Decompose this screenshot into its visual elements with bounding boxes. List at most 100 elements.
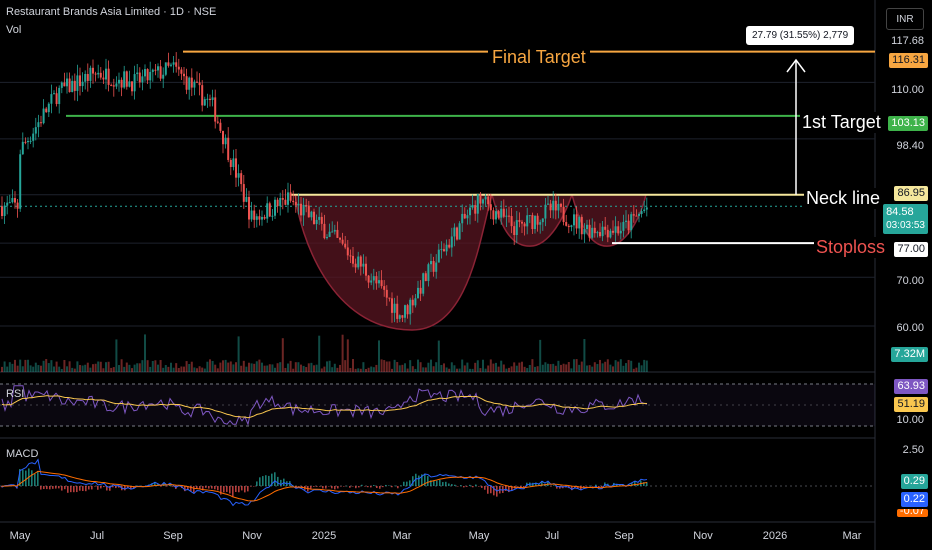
- volume-bar: [237, 336, 240, 372]
- candle-body: [575, 214, 578, 229]
- candle-body: [289, 192, 292, 201]
- volume-bar: [292, 368, 295, 372]
- candle-body: [294, 201, 297, 206]
- volume-bar: [268, 364, 271, 372]
- volume-bar: [614, 360, 617, 372]
- volume-bar: [242, 360, 245, 372]
- macd-histogram-bar: [160, 486, 162, 487]
- candle-body: [583, 229, 586, 235]
- volume-bar: [435, 362, 438, 372]
- macd-histogram-bar: [424, 473, 426, 486]
- volume-bar: [263, 365, 266, 372]
- price-tick: 70.00: [896, 275, 924, 287]
- chart-title: Restaurant Brands Asia Limited · 1D · NS…: [6, 6, 217, 18]
- volume-bar: [115, 339, 118, 372]
- volume-bar: [271, 364, 274, 372]
- macd-histogram-bar: [61, 486, 63, 491]
- volume-bar: [396, 362, 399, 372]
- candle-body: [307, 205, 310, 218]
- x-axis-label: Jul: [89, 530, 105, 542]
- candle-body: [136, 72, 139, 75]
- macd-histogram-bar: [196, 486, 198, 489]
- volume-bar: [3, 361, 6, 372]
- currency-button[interactable]: INR: [886, 8, 924, 30]
- volume-bar: [248, 362, 250, 372]
- volume-bar: [443, 363, 445, 372]
- candle-body: [107, 68, 110, 85]
- x-axis-label: May: [9, 530, 31, 542]
- volume-bar: [1, 366, 3, 372]
- volume-bar: [34, 362, 37, 372]
- candle-body: [209, 98, 211, 100]
- candle-body: [250, 210, 253, 220]
- candle-body: [203, 99, 206, 106]
- volume-bar: [411, 366, 414, 372]
- volume-bar: [357, 368, 360, 372]
- macd-histogram-bar: [508, 486, 510, 493]
- volume-bar: [510, 366, 513, 372]
- macd-histogram-bar: [274, 472, 276, 486]
- candle-body: [419, 287, 422, 294]
- candle-body: [86, 73, 89, 81]
- volume-bar: [21, 366, 24, 372]
- candle-body: [248, 196, 250, 220]
- volume-bar: [606, 359, 609, 372]
- volume-bar: [388, 361, 391, 372]
- volume-bar: [505, 368, 508, 372]
- volume-bar: [375, 364, 378, 372]
- candle-body: [328, 231, 331, 237]
- macd-histogram-bar: [409, 480, 411, 486]
- macd-histogram-bar: [589, 485, 591, 487]
- candle-body: [502, 208, 505, 217]
- macd-histogram-bar: [382, 486, 384, 488]
- candle-body: [440, 249, 443, 251]
- macd-histogram-bar: [250, 486, 252, 487]
- candle-body: [518, 220, 521, 222]
- price-tick: 117.68: [891, 35, 924, 47]
- candle-body: [396, 303, 399, 319]
- candle-body: [357, 256, 360, 268]
- candle-body: [123, 71, 126, 88]
- candle-body: [73, 80, 76, 91]
- measure-arrow-head: [786, 58, 806, 73]
- volume-bar: [523, 366, 526, 372]
- macd-histogram-bar: [541, 481, 543, 486]
- macd-histogram-bar: [361, 484, 363, 486]
- candle-body: [458, 223, 461, 240]
- measure-info-box: 27.79 (31.55%) 2,779: [746, 26, 855, 45]
- volume-bar: [627, 359, 630, 372]
- candle-body: [281, 198, 284, 200]
- macd-histogram-bar: [202, 486, 204, 491]
- volume-bar: [630, 360, 633, 372]
- candle-body: [401, 315, 404, 318]
- candle-body: [534, 215, 536, 230]
- macd-histogram-bar: [373, 484, 375, 486]
- macd-histogram-bar: [259, 477, 261, 486]
- candle-body: [97, 72, 100, 75]
- volume-bar: [560, 364, 562, 372]
- rsi-value-tag: 63.93: [894, 379, 928, 394]
- candle-body: [300, 203, 302, 216]
- candle-body: [406, 305, 409, 315]
- rsi-band: [0, 384, 875, 426]
- volume-bar: [492, 363, 495, 372]
- volume-bar: [453, 365, 456, 372]
- candle-body: [292, 200, 295, 202]
- macd-histogram-bar: [187, 486, 189, 490]
- candle-body: [6, 202, 9, 206]
- macd-histogram-bar: [130, 486, 132, 490]
- macd-histogram-bar: [217, 486, 219, 491]
- candle-body: [102, 77, 105, 80]
- candle-body: [474, 205, 477, 214]
- macd-histogram-bar: [415, 473, 417, 486]
- candle-body: [461, 213, 464, 224]
- volume-bar: [456, 368, 458, 372]
- volume-tag: 7.32M: [891, 347, 928, 362]
- macd-histogram-bar: [643, 482, 645, 486]
- volume-bar: [469, 368, 471, 372]
- candle-body: [255, 216, 258, 220]
- volume-bar: [310, 362, 313, 372]
- macd-histogram-bar: [226, 486, 228, 492]
